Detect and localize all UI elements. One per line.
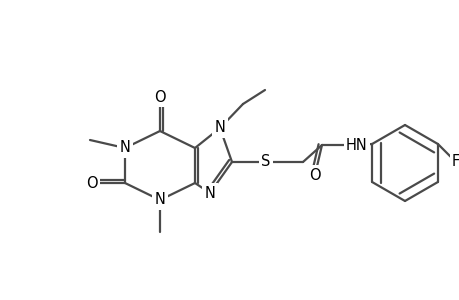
Text: HN: HN	[345, 137, 367, 152]
Text: N: N	[119, 140, 130, 155]
Text: N: N	[204, 185, 215, 200]
Text: S: S	[261, 154, 270, 169]
Text: F: F	[451, 154, 459, 169]
Text: O: O	[154, 89, 165, 104]
Text: N: N	[154, 193, 165, 208]
Text: O: O	[308, 167, 320, 182]
Text: O: O	[86, 176, 98, 190]
Text: N: N	[214, 121, 225, 136]
